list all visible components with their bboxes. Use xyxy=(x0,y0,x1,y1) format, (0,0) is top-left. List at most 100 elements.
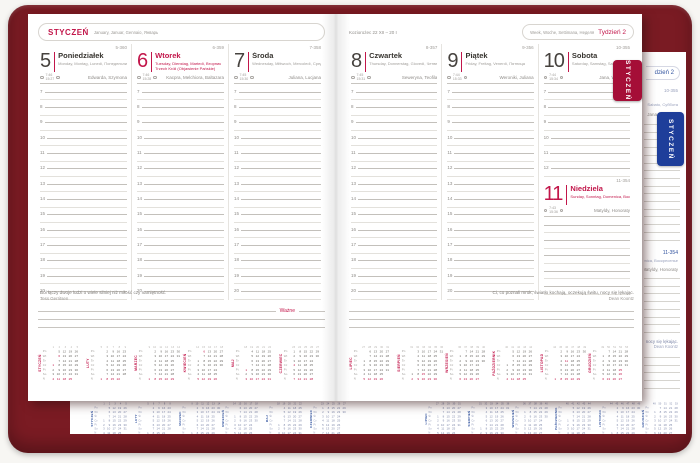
mini-calendar-row: Cz 2 9 16 23 30 xyxy=(354,363,395,368)
day-cell: 26 xyxy=(122,363,127,368)
weekday-label: Śr xyxy=(428,415,432,418)
weekday-label: N xyxy=(181,432,184,435)
sunrise-time: 7:46 xyxy=(142,72,150,77)
weekday-label: Śr xyxy=(601,415,605,418)
day-cell: 11 xyxy=(255,350,259,354)
day-header: 6 Wtorek Tuesday, Dienstag, Martedì, Вторн… xyxy=(137,51,224,73)
mini-calendar-month: LIPIEC xyxy=(424,413,428,425)
day-cell: 18 xyxy=(331,419,335,423)
mini-calendar-row: So 3 10 17 24 31 xyxy=(94,427,132,431)
day-cell: 9 xyxy=(157,406,160,410)
week-number: 31 xyxy=(386,345,390,349)
hour-row: 10 xyxy=(351,131,438,140)
mini-calendar-row: Pt 7 14 21 28 xyxy=(402,368,443,373)
half-hour-row xyxy=(40,246,127,254)
day-cell: 30 xyxy=(315,354,320,359)
day-cell: 15 xyxy=(287,423,291,427)
day-header: 7 Środa Wednesday, Mittwoch, Mercoledì, Ср… xyxy=(234,51,321,73)
day-cell: 9 xyxy=(659,415,662,419)
mini-calendar: LISTOPAD 44 45 46 47 48 49 Pn 2 9 16 23 30 Wt 3 10 17 24 Ś… xyxy=(540,345,586,383)
half-hour-row xyxy=(137,292,224,300)
day-cell: 13 xyxy=(158,368,163,372)
sunset-icon xyxy=(56,75,60,80)
weekday-label: Pt xyxy=(42,368,46,372)
day-cell: 7 xyxy=(154,372,157,377)
weekday-label: Wt xyxy=(515,411,519,414)
week-number: 14 xyxy=(195,345,199,349)
hour-label: 17 xyxy=(40,242,48,248)
day-cell: 7 xyxy=(659,406,662,410)
weekday-label: N xyxy=(235,377,238,381)
day-cell: 31 xyxy=(674,419,678,423)
half-hour-row xyxy=(447,292,534,300)
mini-calendar-row: Pt 6 13 20 27 xyxy=(91,368,132,373)
day-cell: 18 xyxy=(293,406,297,410)
day-cell: 31 xyxy=(385,368,390,372)
day-cell: 21 xyxy=(205,427,209,431)
line-row xyxy=(543,249,630,257)
weekday-label: Wt xyxy=(353,354,358,358)
hour-label: 9 xyxy=(234,119,239,125)
day-cell: 2 xyxy=(196,363,199,368)
mini-calendar-row: So 7 14 21 28 xyxy=(139,372,180,377)
week-number: 2 xyxy=(58,345,61,349)
weekday-label: N xyxy=(497,377,500,381)
week-number: 44 xyxy=(529,345,533,349)
day-languages: Saturday, Samstag, Sabato, Суббота xyxy=(571,60,630,66)
hour-row: 8 xyxy=(543,100,630,110)
half-hour-row xyxy=(40,292,127,300)
hour-row: 13 xyxy=(351,177,438,186)
day-cell: 27 xyxy=(337,427,341,431)
day-cell: 16 xyxy=(663,415,667,419)
half-hour-row xyxy=(234,169,321,178)
mini-calendar: GRUDZIEŃ 49 50 51 52 53 Pn 7 14 21 28 Wt 1 8 15 22 29 Śr 2… xyxy=(588,345,634,383)
hour-label: 10 xyxy=(234,134,242,140)
day-cell: 5 xyxy=(106,363,109,368)
mini-calendar-row: Śr 4 11 18 25 xyxy=(91,359,132,364)
day-cell: 26 xyxy=(452,431,456,435)
day-cell: 11 xyxy=(107,431,111,435)
day-cell: 9 xyxy=(486,431,488,435)
mini-calendar-body: PAŹDZIERNIK 40 41 42 43 44 Pn 5 12 19 26 Wt 6 13 20 27 Ś… xyxy=(492,345,538,381)
day-cell: 10 xyxy=(297,359,302,363)
day-cell: 8 xyxy=(152,431,155,435)
day-cell: 22 xyxy=(379,359,384,363)
day-cell: 12 xyxy=(326,423,330,427)
weekday-label: Pn xyxy=(138,406,142,410)
mini-calendar-grid: 1 2 3 4 5 Pn 5 12 19 26 Wt 6 13 20 27 Śr 7 14 21 28 Cz 1 8 15 22… xyxy=(94,402,132,435)
day-cell: 9 xyxy=(201,406,204,410)
mini-calendar-row: N 2 9 16 23 30 xyxy=(402,377,443,382)
day-cell: 21 xyxy=(116,372,121,377)
hour-row: 11 xyxy=(543,146,630,156)
weekday-label: Cz xyxy=(428,419,432,423)
day-cell: 9 xyxy=(240,419,242,423)
weekday-label: Pn xyxy=(313,406,317,410)
holiday-name: Trzech Króli (Objawienie Pańskie) xyxy=(155,65,216,71)
weekday-label: Pt xyxy=(401,368,405,372)
weekday-label: Śr xyxy=(449,359,453,363)
sun-times: 7:46 15:28 xyxy=(142,72,152,81)
day-cell: 3 xyxy=(417,350,419,354)
day-cell: 31 xyxy=(528,372,533,377)
mini-calendar-row: Cz 7 14 21 28 xyxy=(236,363,277,368)
weekday-label: Śr xyxy=(313,415,317,418)
hour-row: 7 xyxy=(40,85,127,94)
week-number: 27 xyxy=(436,402,439,406)
week-number: 36 xyxy=(439,345,443,349)
day-cell: 26 xyxy=(249,431,253,435)
week-number-label: Tydzień 2 xyxy=(598,28,626,36)
mini-calendar-month: SIERPIEŃ xyxy=(468,410,472,427)
day-header: 8 Czwartek Thursday, Donnerstag, Giovedì, … xyxy=(351,51,437,73)
weekday-label: Cz xyxy=(353,364,358,367)
hour-row: 16 xyxy=(40,223,127,232)
day-cell: 28 xyxy=(385,354,390,359)
weekday-label: Pt xyxy=(601,423,605,427)
mini-calendar-row: N 5 12 19 26 xyxy=(354,377,395,382)
day-cell: 1 xyxy=(480,427,483,431)
half-hour-row xyxy=(447,139,534,147)
day-cell: 13 xyxy=(112,410,116,414)
day-cell: 25 xyxy=(379,372,384,377)
mini-calendar-grid: 49 50 51 52 53 Pn 7 14 21 28 Wt 1 8 15 22 29 Śr 2 9 16 23 30 C… xyxy=(645,402,683,435)
week-number: 17 xyxy=(213,345,217,349)
day-cell: 10 xyxy=(156,410,160,414)
